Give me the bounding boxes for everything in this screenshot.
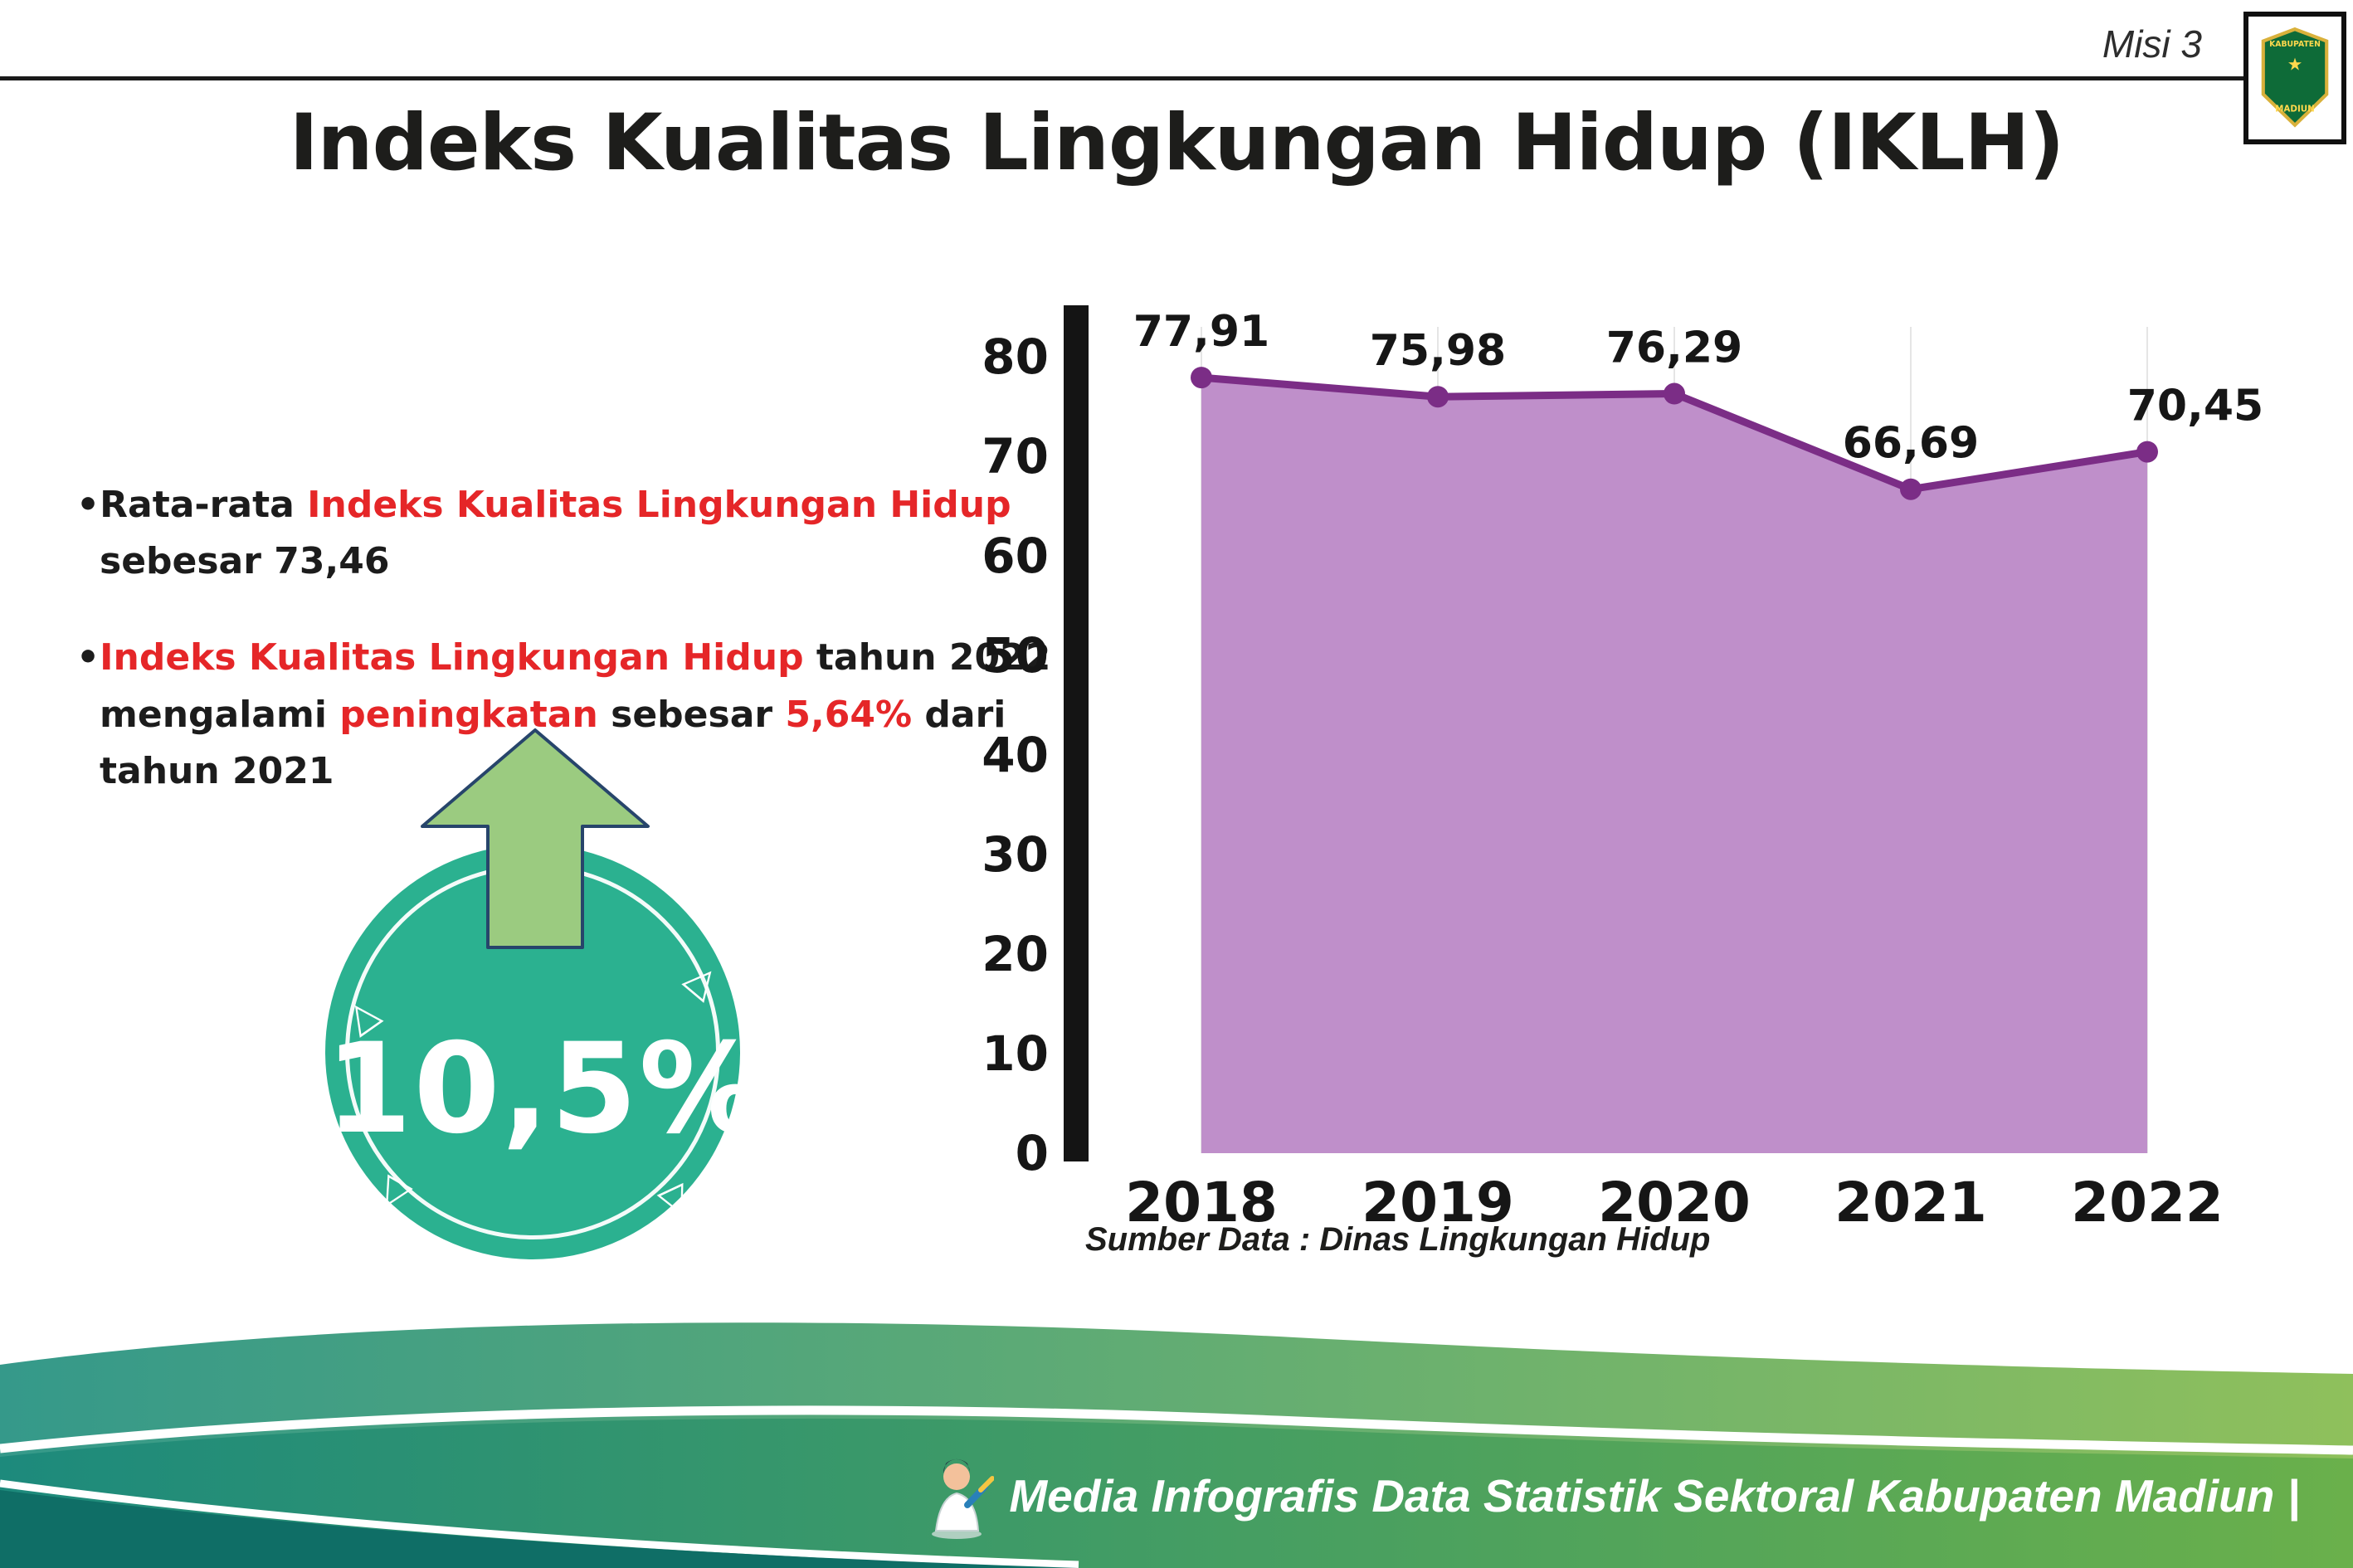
mascot-icon bbox=[932, 1458, 995, 1539]
footer-waves bbox=[0, 1322, 2353, 1568]
mascot-pencil bbox=[978, 1476, 995, 1493]
up-arrow-shape bbox=[421, 728, 650, 949]
bullet2-text1: tahun 2022 mengalami bbox=[100, 636, 1051, 736]
crest-shield bbox=[2261, 27, 2329, 128]
badge-value: 10,5% bbox=[325, 1017, 766, 1161]
x-category-label: 2019 bbox=[1362, 1171, 1514, 1234]
data-point bbox=[1191, 367, 1212, 389]
bullet2-highlight3: 5,64% bbox=[785, 693, 913, 736]
kabupaten-madiun-logo: KABUPATEN ★ MADIUN bbox=[2243, 12, 2346, 144]
iklh-chart: 77,91 75,98 76,29 66,69 70,45 0 10 20 30 40 50 60 70… bbox=[954, 299, 2353, 1336]
footer-wave-white-line bbox=[0, 1405, 2353, 1455]
mascot-head bbox=[943, 1463, 971, 1490]
bullet-increase-iklh: •Indeks Kualitas Lingkungan Hidup tahun … bbox=[76, 630, 1051, 800]
y-tick-label: 50 bbox=[982, 627, 1049, 684]
y-tick-label: 80 bbox=[982, 329, 1049, 385]
summary-bullets: •Rata-rata Indeks Kualitas Lingkungan Hi… bbox=[76, 477, 1051, 840]
bullet-average-iklh: •Rata-rata Indeks Kualitas Lingkungan Hi… bbox=[76, 477, 1051, 590]
value-label: 76,29 bbox=[1606, 324, 1742, 373]
bullet2-highlight2: peningkatan bbox=[339, 693, 598, 736]
kabupaten-madiun-crest-icon: KABUPATEN ★ MADIUN bbox=[2261, 27, 2329, 128]
value-label: 66,69 bbox=[1843, 419, 1979, 469]
value-label: 75,98 bbox=[1370, 326, 1506, 376]
data-point bbox=[2136, 441, 2158, 463]
y-tick-label: 30 bbox=[982, 826, 1049, 883]
footer-caption: Media Infografis Data Statistik Sektoral… bbox=[1009, 1469, 2300, 1522]
iklh-chart-svg: 77,91 75,98 76,29 66,69 70,45 0 10 20 30 40 50 60 70… bbox=[982, 305, 2263, 1234]
bullet-marker: • bbox=[76, 484, 100, 526]
footer-caption-row: Media Infografis Data Statistik Sektoral… bbox=[919, 1452, 2300, 1539]
y-tick-label: 40 bbox=[982, 727, 1049, 783]
x-category-label: 2022 bbox=[2071, 1171, 2224, 1234]
crest-text-bottom: MADIUN bbox=[2275, 104, 2315, 114]
increase-arrow-icon bbox=[421, 728, 650, 949]
bullet-marker: • bbox=[76, 636, 100, 679]
badge-triangle-icon: △ bbox=[654, 1179, 700, 1232]
data-point bbox=[1900, 478, 1922, 500]
x-category-label: 2018 bbox=[1125, 1171, 1278, 1234]
bullet2-highlight1: Indeks Kualitas Lingkungan Hidup bbox=[100, 636, 804, 679]
area-fill bbox=[1201, 377, 2147, 1153]
badge-triangle-icon: △ bbox=[367, 1170, 416, 1225]
bullet2-text2: sebesar bbox=[597, 693, 786, 736]
value-label: 77,91 bbox=[1133, 307, 1269, 357]
footer-wave-dark-wedge bbox=[0, 1490, 1079, 1568]
bullet1-text2: sebesar 73,46 bbox=[100, 540, 390, 583]
bullet1-text: Rata-rata bbox=[100, 484, 308, 526]
y-tick-label: 60 bbox=[982, 528, 1049, 584]
data-point bbox=[1664, 382, 1685, 405]
page-title: Indeks Kualitas Lingkungan Hidup (IKLH) bbox=[289, 98, 2065, 188]
bullet2-text3: dari tahun 2021 bbox=[100, 693, 1006, 792]
footer-wave-white-line2 bbox=[0, 1479, 1079, 1568]
y-tick-label: 0 bbox=[1016, 1125, 1049, 1181]
misi-label: Misi 3 bbox=[2102, 22, 2202, 66]
y-tick-label: 70 bbox=[982, 428, 1049, 485]
bullet1-highlight: Indeks Kualitas Lingkungan Hidup bbox=[307, 484, 1011, 526]
x-category-label: 2021 bbox=[1834, 1171, 1987, 1234]
crest-text-top: KABUPATEN bbox=[2269, 40, 2321, 49]
x-category-label: 2020 bbox=[1598, 1171, 1751, 1234]
header-divider bbox=[0, 76, 2250, 80]
crest-star-icon: ★ bbox=[2287, 55, 2303, 75]
y-tick-label: 20 bbox=[982, 926, 1049, 982]
y-axis-bar bbox=[1064, 305, 1089, 1161]
footer-wave-main bbox=[0, 1418, 2353, 1568]
data-point bbox=[1427, 386, 1449, 408]
value-label: 70,45 bbox=[2127, 382, 2263, 431]
chart-source: Sumber Data : Dinas Lingkungan Hidup bbox=[1085, 1221, 1711, 1258]
y-tick-label: 10 bbox=[982, 1025, 1049, 1082]
